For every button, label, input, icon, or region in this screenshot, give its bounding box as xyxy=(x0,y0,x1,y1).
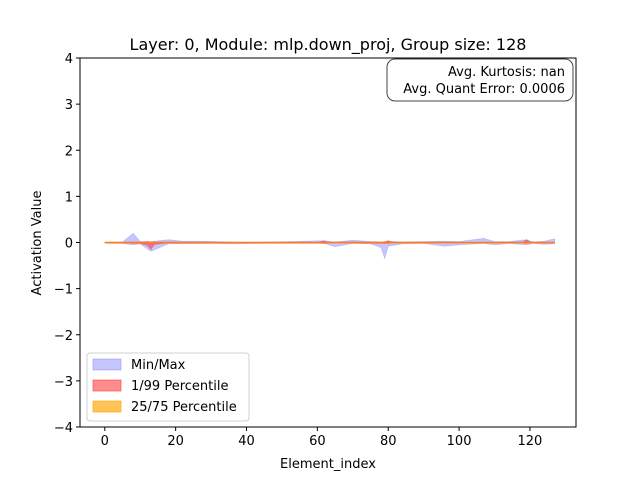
y-tick-label: −4 xyxy=(54,421,73,436)
annotation-box: Avg. Kurtosis: nan Avg. Quant Error: 0.0… xyxy=(386,58,574,102)
x-axis-ticks: 0 20 40 60 80 100 120 xyxy=(101,427,543,449)
legend-swatch xyxy=(92,400,122,413)
y-tick-label: −2 xyxy=(54,329,73,344)
legend-frame xyxy=(86,352,250,422)
y-tick-label: 3 xyxy=(65,98,73,113)
legend: Min/Max 1/99 Percentile 25/75 Percentile xyxy=(86,352,250,422)
y-axis-label: Activation Value xyxy=(30,191,45,296)
y-tick-label: −3 xyxy=(54,375,73,390)
x-tick-label: 20 xyxy=(167,434,184,449)
x-tick-label: 0 xyxy=(101,434,109,449)
x-tick-label: 60 xyxy=(309,434,326,449)
x-tick-label: 100 xyxy=(447,434,472,449)
y-tick-label: 1 xyxy=(65,190,73,205)
x-axis-label: Element_index xyxy=(280,457,376,472)
chart-title: Layer: 0, Module: mlp.down_proj, Group s… xyxy=(130,35,527,55)
legend-label: Min/Max xyxy=(131,358,186,373)
y-tick-label: −1 xyxy=(54,283,73,298)
legend-label: 1/99 Percentile xyxy=(131,379,228,394)
legend-swatch xyxy=(92,358,122,371)
y-tick-label: 0 xyxy=(65,237,73,252)
x-tick-label: 80 xyxy=(380,434,397,449)
annotation-frame xyxy=(386,58,574,102)
x-tick-label: 120 xyxy=(518,434,543,449)
annotation-line-kurtosis: Avg. Kurtosis: nan xyxy=(448,65,565,80)
y-axis-ticks: 4 3 2 1 0 −1 −2 −3 −4 xyxy=(54,52,80,436)
legend-items: Min/Max 1/99 Percentile 25/75 Percentile xyxy=(92,358,237,415)
legend-label: 25/75 Percentile xyxy=(131,400,237,415)
y-tick-label: 4 xyxy=(65,52,73,67)
x-tick-label: 40 xyxy=(238,434,255,449)
annotation-line-quant-error: Avg. Quant Error: 0.0006 xyxy=(403,82,565,97)
y-tick-label: 2 xyxy=(65,144,73,159)
legend-swatch xyxy=(92,379,122,392)
